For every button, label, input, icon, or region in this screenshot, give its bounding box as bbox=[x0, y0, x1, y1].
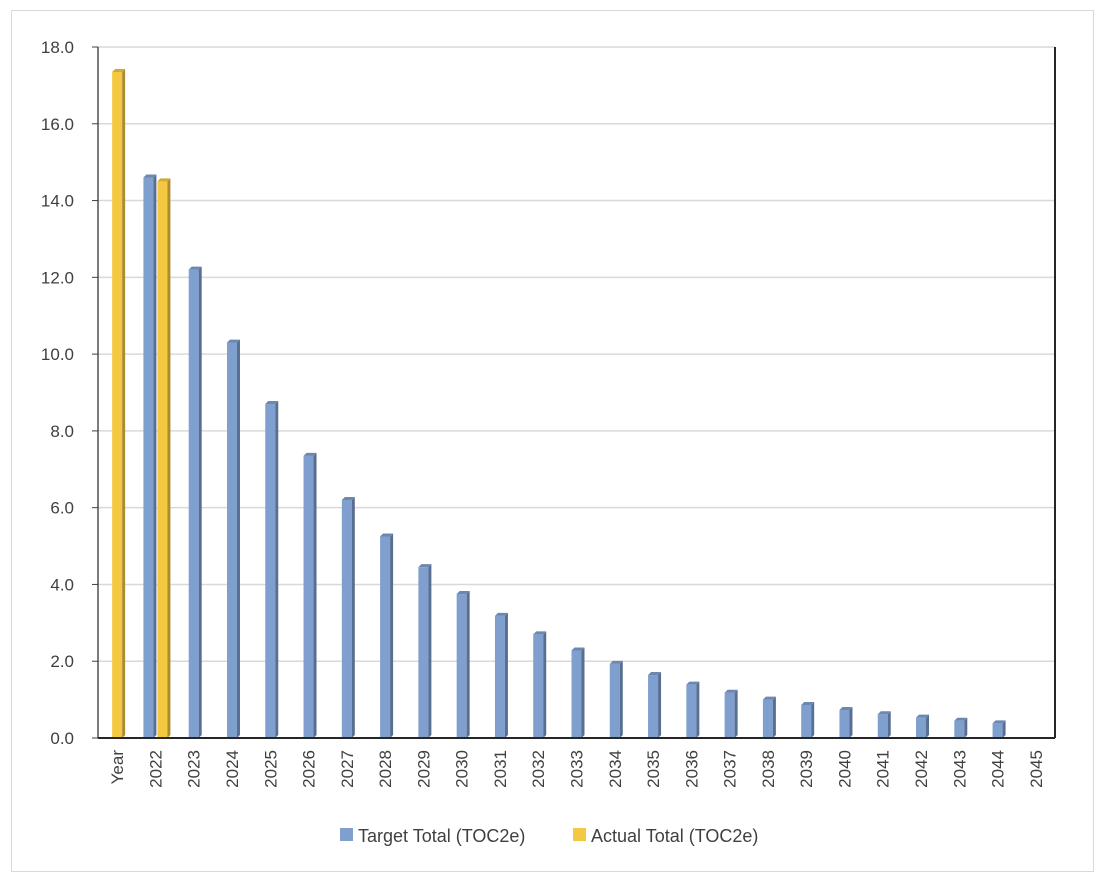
chart-frame: 0.0 2.0 4.0 6.0 8.0 10.0 12.0 14.0 16.0 18.0 Year… bbox=[11, 10, 1094, 872]
x-tick-label: 2022 bbox=[146, 750, 165, 788]
y-tick-label: 10.0 bbox=[41, 345, 74, 364]
x-tick-label: 2042 bbox=[912, 750, 931, 788]
bar-chart: 0.0 2.0 4.0 6.0 8.0 10.0 12.0 14.0 16.0 18.0 Year… bbox=[41, 38, 1056, 846]
bar-target-2030 bbox=[456, 591, 470, 738]
bar-target-2036 bbox=[686, 681, 700, 738]
bar-target-2025 bbox=[265, 401, 279, 738]
x-tick-label: 2025 bbox=[261, 750, 280, 788]
bar-target-2038 bbox=[762, 696, 776, 738]
bar-target-2026 bbox=[303, 452, 317, 738]
x-tick-label: 2027 bbox=[338, 750, 357, 788]
y-tick-label: 18.0 bbox=[41, 38, 74, 57]
bar-target-2041 bbox=[877, 711, 891, 738]
bar-target-2040 bbox=[839, 706, 853, 738]
bar-target-2034 bbox=[609, 660, 623, 738]
x-tick-label: 2044 bbox=[989, 750, 1008, 788]
x-tick-label: 2031 bbox=[491, 750, 510, 788]
bar-target-2037 bbox=[724, 689, 738, 738]
x-tick-label: 2041 bbox=[874, 750, 893, 788]
legend-label-target: Target Total (TOC2e) bbox=[358, 826, 525, 846]
x-axis-ticks: Year 2022 2023 2024 2025 2026 2027 2028 2029 2030… bbox=[108, 750, 1046, 788]
y-tick-label: 0.0 bbox=[50, 729, 74, 748]
bar-target-2035 bbox=[648, 672, 662, 738]
bar-target-2032 bbox=[533, 631, 547, 738]
x-tick-label: 2034 bbox=[606, 750, 625, 788]
x-tick-label: 2036 bbox=[682, 750, 701, 788]
x-tick-label: 2030 bbox=[453, 750, 472, 788]
bar-target-2022 bbox=[143, 174, 157, 738]
x-tick-label: 2029 bbox=[414, 750, 433, 788]
bar-target-2031 bbox=[494, 612, 508, 738]
x-tick-label: 2023 bbox=[185, 750, 204, 788]
bar-target-2042 bbox=[916, 714, 930, 738]
bar-target-2033 bbox=[571, 647, 585, 738]
x-tick-label: 2026 bbox=[300, 750, 319, 788]
x-tick-label: Year bbox=[108, 750, 127, 785]
bar-target-2028 bbox=[380, 533, 394, 738]
x-tick-label: 2024 bbox=[223, 750, 242, 788]
y-axis-ticks: 0.0 2.0 4.0 6.0 8.0 10.0 12.0 14.0 16.0 18.0 bbox=[41, 38, 98, 748]
bar-actual-2022 bbox=[157, 178, 171, 739]
bar-target-2027 bbox=[341, 496, 355, 738]
bar-target-2029 bbox=[418, 564, 432, 738]
gridlines bbox=[98, 46, 1055, 662]
x-tick-label: 2037 bbox=[721, 750, 740, 788]
y-tick-label: 12.0 bbox=[41, 268, 74, 287]
legend-swatch-actual bbox=[573, 828, 586, 841]
bar-target-2024 bbox=[226, 339, 240, 738]
bar-target-2043 bbox=[954, 717, 968, 738]
x-tick-label: 2032 bbox=[529, 750, 548, 788]
x-tick-label: 2038 bbox=[759, 750, 778, 788]
y-tick-label: 14.0 bbox=[41, 192, 74, 211]
x-tick-label: 2033 bbox=[568, 750, 587, 788]
x-tick-label: 2040 bbox=[835, 750, 854, 788]
y-tick-label: 8.0 bbox=[50, 422, 74, 441]
y-tick-label: 16.0 bbox=[41, 115, 74, 134]
y-tick-label: 4.0 bbox=[50, 575, 74, 594]
x-tick-label: 2039 bbox=[797, 750, 816, 788]
legend: Target Total (TOC2e) Actual Total (TOC2e… bbox=[340, 826, 758, 846]
x-tick-label: 2045 bbox=[1027, 750, 1046, 788]
legend-swatch-target bbox=[340, 828, 353, 841]
axes bbox=[97, 47, 1056, 739]
bar-target-2044 bbox=[992, 720, 1006, 738]
y-tick-label: 6.0 bbox=[50, 499, 74, 518]
bar-target-2039 bbox=[801, 701, 815, 738]
x-tick-label: 2028 bbox=[376, 750, 395, 788]
bar-actual-Year bbox=[112, 68, 126, 739]
bar-target-2023 bbox=[188, 266, 202, 738]
y-tick-label: 2.0 bbox=[50, 652, 74, 671]
legend-label-actual: Actual Total (TOC2e) bbox=[591, 826, 758, 846]
x-tick-label: 2043 bbox=[950, 750, 969, 788]
bars bbox=[112, 68, 1006, 739]
x-tick-label: 2035 bbox=[644, 750, 663, 788]
